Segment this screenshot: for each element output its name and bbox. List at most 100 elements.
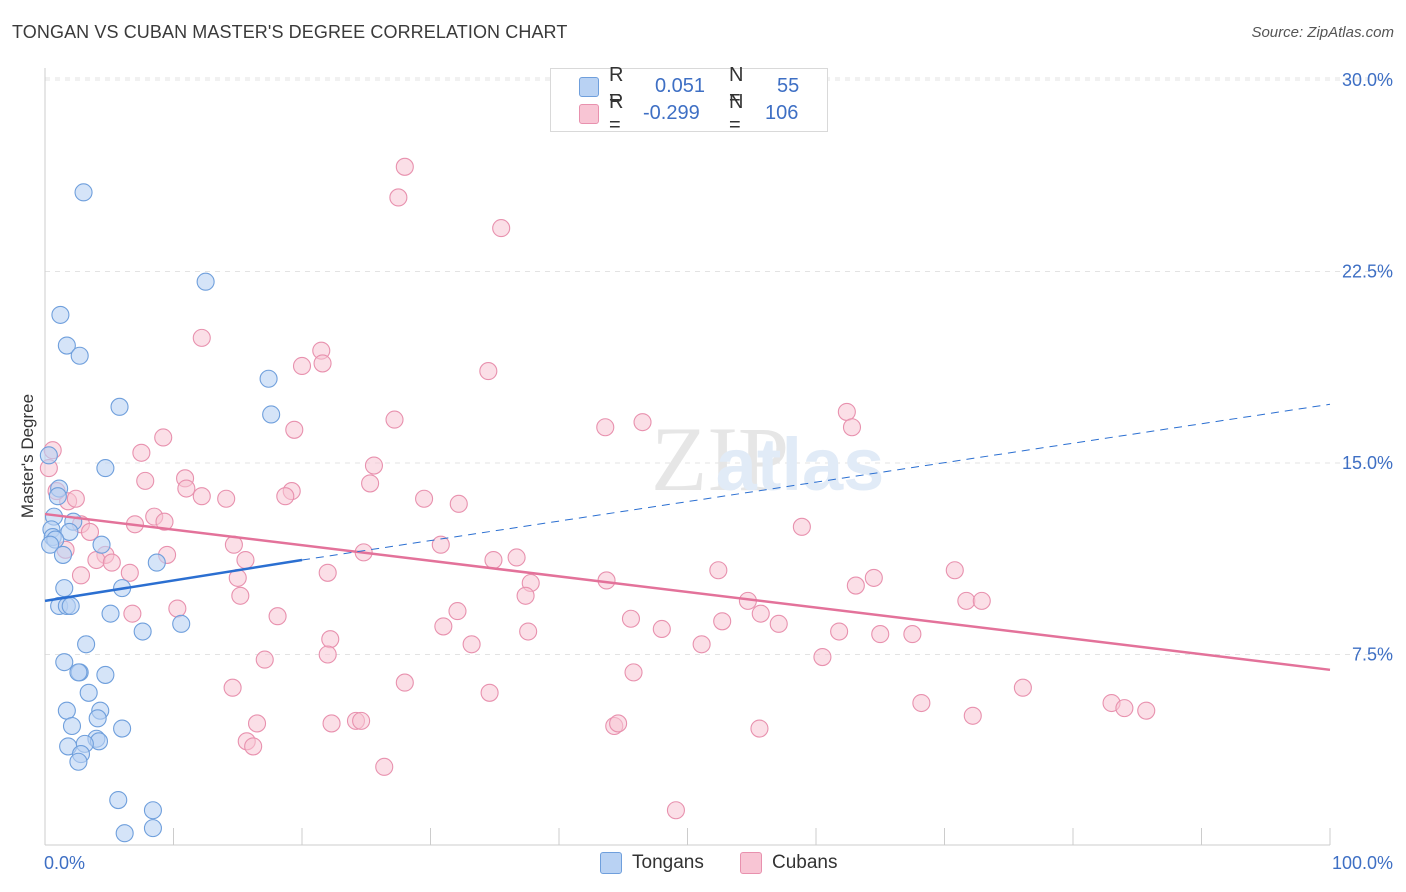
cubans-point (352, 711, 371, 730)
cubans-point (154, 428, 173, 447)
cubans-point (972, 591, 991, 610)
cubans-point (80, 522, 100, 541)
trend-lines (44, 403, 1331, 672)
tongans-point (147, 553, 166, 572)
tongans-point (60, 522, 79, 541)
tongans-point (39, 446, 58, 465)
tongans-r-value: 0.051 (655, 75, 706, 97)
cubans-point (1013, 678, 1032, 697)
cubans-point (492, 219, 511, 238)
cubans-point (621, 609, 641, 628)
cubans-point (321, 630, 340, 649)
tongans-point (92, 535, 111, 554)
cubans-point (120, 563, 139, 582)
cubans-r-value: -0.299 (643, 102, 700, 124)
cubans-point (945, 561, 964, 580)
cubans-point (448, 602, 467, 621)
cubans-point (87, 550, 106, 570)
tongans-point (172, 614, 191, 633)
cubans-point (609, 714, 628, 733)
tongans-point (115, 824, 134, 843)
cubans-point (375, 757, 394, 776)
watermark-zip: ZIP (651, 408, 789, 510)
tongans-point (88, 709, 107, 728)
cubans-r-label: R = (609, 90, 624, 136)
cubans-point (415, 489, 434, 508)
tongans-point (109, 790, 128, 810)
tongans-point (57, 336, 76, 355)
cubans-point (223, 678, 242, 697)
y-tick-label: 15.0% (1342, 453, 1393, 473)
cubans-point (395, 157, 414, 176)
tongans-point (96, 459, 115, 478)
tongans-point (53, 545, 73, 564)
cubans-point (484, 550, 503, 570)
y-tick-label: 22.5% (1342, 262, 1393, 282)
tongans-point (113, 719, 132, 738)
tongans-point (48, 487, 67, 506)
x-tick-label-min: 0.0% (44, 853, 85, 873)
tongans-point (55, 653, 74, 672)
cubans-point (750, 719, 769, 738)
cubans-legend-swatch (740, 852, 762, 874)
cubans-point (236, 550, 255, 570)
cubans-point (519, 622, 538, 641)
cubans-point (285, 420, 304, 439)
cubans-point (132, 443, 151, 462)
tongans-trend-extension (301, 403, 1331, 561)
tongans-n-value: 55 (777, 75, 800, 97)
cubans-point (507, 548, 526, 567)
cubans-legend-label: Cubans (772, 852, 838, 873)
cubans-point (155, 512, 174, 531)
cubans-point (244, 737, 263, 756)
chart-title: TONGAN VS CUBAN MASTER'S DEGREE CORRELAT… (12, 22, 568, 42)
legend-item-cubans[interactable]: Cubans (740, 852, 838, 874)
cubans-swatch (579, 104, 599, 124)
cubans-point (751, 604, 770, 623)
watermark-atlas: atlas (716, 423, 885, 506)
cubans-point (1115, 699, 1134, 718)
cubans-point (792, 517, 811, 536)
cubans-point (313, 354, 332, 373)
cubans-point (71, 566, 91, 585)
tongans-point (79, 683, 98, 702)
tongans-point (51, 305, 70, 324)
tongans-legend-swatch (600, 852, 622, 874)
cubans-point (268, 607, 287, 626)
cubans-point (846, 576, 865, 595)
cubans-point (813, 648, 832, 667)
tongans-point (74, 183, 93, 202)
cubans-point (963, 706, 982, 725)
cubans-point (624, 663, 643, 682)
cubans-point (66, 489, 85, 508)
cubans-point (652, 619, 671, 639)
tongans-r-label: R = (609, 63, 624, 109)
cubans-point (395, 673, 414, 692)
cubans-points (39, 157, 1156, 820)
cubans-point (318, 645, 337, 664)
legend-item-tongans[interactable]: Tongans (600, 852, 704, 874)
cubans-point (864, 568, 883, 587)
tongans-swatch (579, 77, 599, 97)
cubans-point (255, 650, 274, 669)
y-axis-title: Master's Degree (18, 394, 37, 518)
cubans-point (957, 591, 976, 610)
cubans-point (871, 625, 890, 644)
cubans-point (318, 563, 337, 582)
tongans-trend-line (44, 558, 303, 603)
cubans-point (713, 612, 732, 631)
tongans-point (69, 663, 88, 682)
cubans-point (837, 402, 856, 421)
cubans-point (136, 471, 155, 490)
cubans-point (479, 362, 498, 381)
tongans-point (77, 635, 96, 654)
cubans-point (449, 494, 468, 513)
cubans-point (842, 418, 862, 437)
cubans-point (516, 586, 535, 605)
cubans-point (361, 474, 380, 493)
tongans-legend-label: Tongans (632, 852, 704, 873)
cubans-point (231, 586, 250, 605)
tongans-point (69, 752, 88, 771)
x-tick-label-max: 100.0% (1332, 853, 1393, 873)
